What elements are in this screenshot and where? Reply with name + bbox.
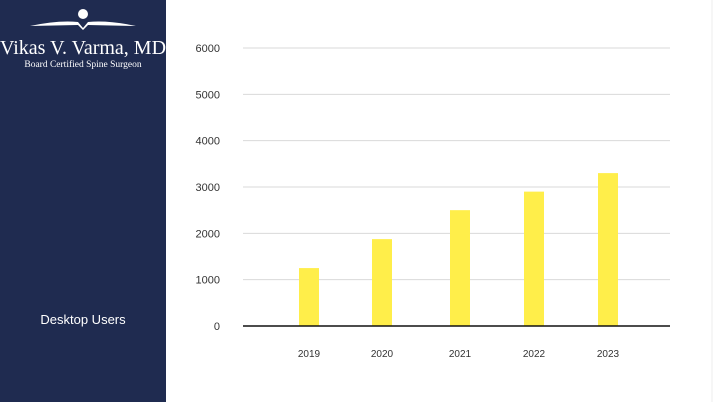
x-tick-label: 2020 xyxy=(371,349,394,360)
y-tick-label: 1000 xyxy=(196,275,220,287)
bar-2019 xyxy=(299,268,319,326)
bar-2020 xyxy=(372,239,392,326)
logo-name: Vikas V. Varma, MD xyxy=(0,37,167,59)
sidebar: Vikas V. Varma, MD Board Certified Spine… xyxy=(0,0,166,402)
x-tick-label: 2019 xyxy=(298,349,321,360)
y-tick-label: 3000 xyxy=(196,182,220,194)
y-tick-label: 0 xyxy=(214,321,220,333)
bar-2023 xyxy=(598,173,618,326)
bar-2021 xyxy=(450,210,470,326)
y-tick-label: 6000 xyxy=(196,43,220,55)
x-tick-label: 2022 xyxy=(523,349,546,360)
logo-subtitle: Board Certified Spine Surgeon xyxy=(24,60,142,70)
y-tick-label: 4000 xyxy=(196,136,220,148)
spine-figure-icon xyxy=(30,9,136,30)
y-tick-label: 2000 xyxy=(196,228,220,240)
series-label: Desktop Users xyxy=(40,312,126,327)
x-tick-label: 2021 xyxy=(449,349,472,360)
y-tick-label: 5000 xyxy=(196,89,220,101)
bar-chart: 0 1000 2000 3000 4000 5000 6000 2019 2020 2021 202… xyxy=(196,0,713,402)
x-tick-label: 2023 xyxy=(597,349,620,360)
logo: Vikas V. Varma, MD Board Certified Spine… xyxy=(0,8,166,70)
bar-2022 xyxy=(524,191,544,326)
